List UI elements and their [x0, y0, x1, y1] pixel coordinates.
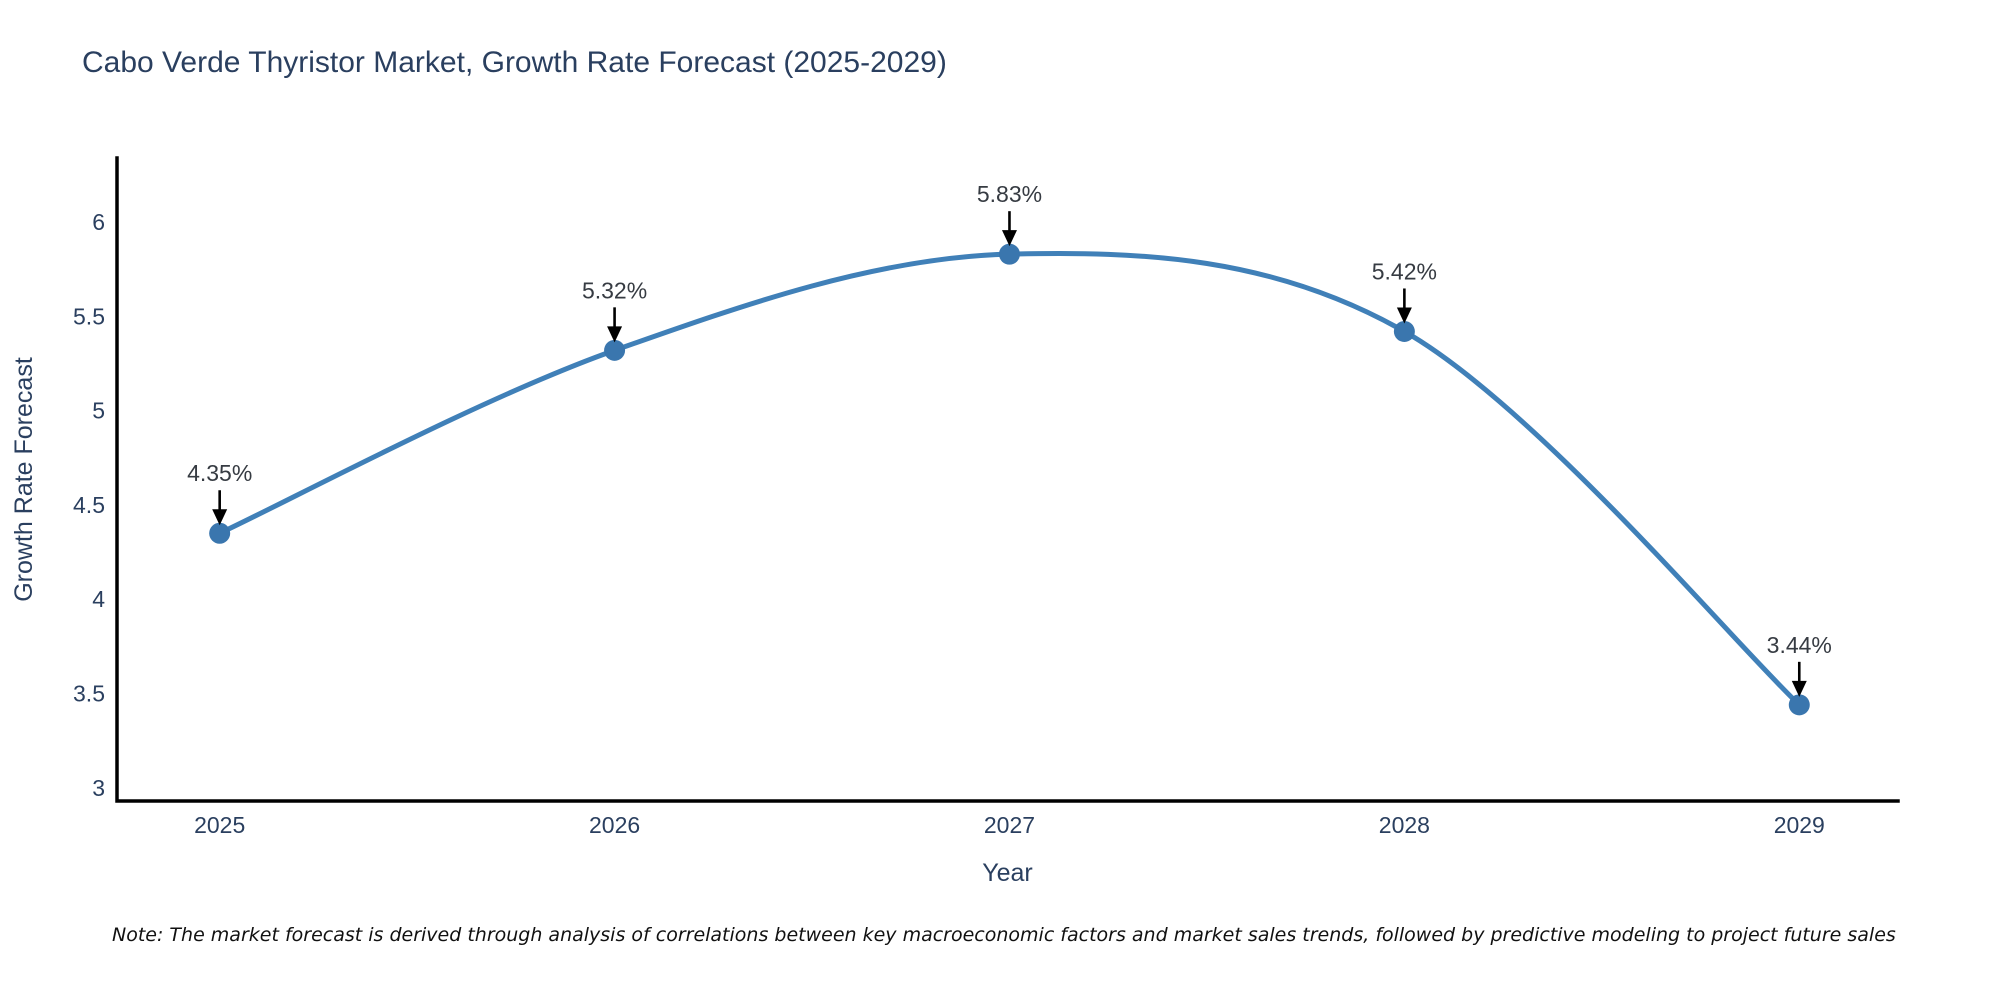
y-tick-label: 4.5: [73, 492, 105, 518]
annotation-label: 5.32%: [582, 277, 647, 303]
annotation-arrowhead: [1791, 680, 1807, 697]
x-tick-label: 2026: [589, 812, 640, 838]
annotation-label: 4.35%: [187, 460, 252, 486]
annotation-arrowhead: [1396, 307, 1412, 324]
chart-title: Cabo Verde Thyristor Market, Growth Rate…: [82, 46, 947, 79]
x-tick-label: 2025: [194, 812, 245, 838]
y-axis-title: Growth Rate Forecast: [10, 357, 38, 602]
annotation-label: 3.44%: [1767, 632, 1832, 658]
y-tick-label: 5.5: [73, 303, 105, 329]
series-line: [218, 251, 1801, 707]
annotation-label: 5.83%: [977, 181, 1042, 207]
x-tick-label: 2027: [984, 812, 1035, 838]
data-point-marker[interactable]: [998, 243, 1020, 265]
y-tick-label: 6: [92, 209, 105, 235]
axis-spines: [115, 156, 1900, 803]
data-point-marker[interactable]: [604, 339, 626, 361]
x-tick-label: 2029: [1774, 812, 1825, 838]
y-tick-label: 3.5: [73, 681, 105, 707]
footnote: Note: The market forecast is derived thr…: [112, 924, 1896, 946]
y-tick-label: 4: [92, 586, 105, 612]
x-tick-label: 2028: [1379, 812, 1430, 838]
y-tick-label: 3: [92, 775, 105, 801]
y-tick-label: 5: [92, 398, 105, 424]
annotation-label: 5.42%: [1372, 258, 1437, 284]
annotation-arrowhead: [212, 509, 228, 526]
annotation-arrowhead: [1001, 230, 1017, 247]
x-axis-title: Year: [982, 859, 1033, 887]
data-point-marker[interactable]: [1393, 320, 1415, 342]
data-point-marker[interactable]: [209, 522, 231, 544]
annotation-arrowhead: [607, 326, 623, 343]
data-point-marker[interactable]: [1788, 694, 1810, 716]
